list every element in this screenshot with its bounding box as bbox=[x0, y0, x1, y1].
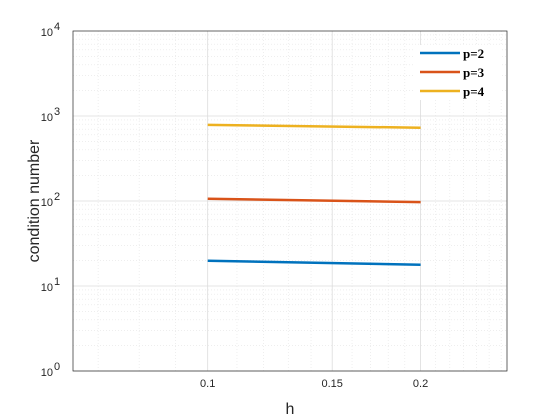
x-tick-label: 0.2 bbox=[413, 378, 428, 390]
y-tick-label: 10 bbox=[41, 367, 53, 379]
legend-label: p=3 bbox=[463, 65, 485, 80]
y-tick-label: 10 bbox=[41, 197, 53, 209]
y-tick-exponent: 4 bbox=[54, 21, 60, 33]
grid bbox=[73, 31, 507, 372]
y-tick-exponent: 2 bbox=[54, 191, 60, 203]
series-line-p3 bbox=[207, 197, 421, 204]
y-tick-label: 10 bbox=[41, 282, 53, 294]
y-axis-label: condition number bbox=[26, 139, 43, 262]
y-tick-exponent: 0 bbox=[54, 361, 60, 373]
x-axis-label: h bbox=[286, 401, 295, 418]
x-tick-label: 0.1 bbox=[200, 378, 215, 390]
y-tick-label: 10 bbox=[41, 112, 53, 124]
series-lines bbox=[207, 123, 421, 266]
legend: p=2 p=3 p=4 bbox=[414, 45, 502, 100]
plot-area-frame bbox=[72, 30, 508, 372]
y-tick-label: 10 bbox=[41, 27, 53, 39]
series-line-p2 bbox=[207, 259, 421, 266]
legend-label: p=4 bbox=[463, 84, 485, 99]
y-tick-exponent: 1 bbox=[54, 276, 60, 288]
legend-label: p=2 bbox=[463, 46, 484, 61]
series-line-p4 bbox=[207, 123, 421, 129]
x-tick-label: 0.15 bbox=[322, 378, 343, 390]
y-tick-exponent: 3 bbox=[54, 106, 60, 118]
